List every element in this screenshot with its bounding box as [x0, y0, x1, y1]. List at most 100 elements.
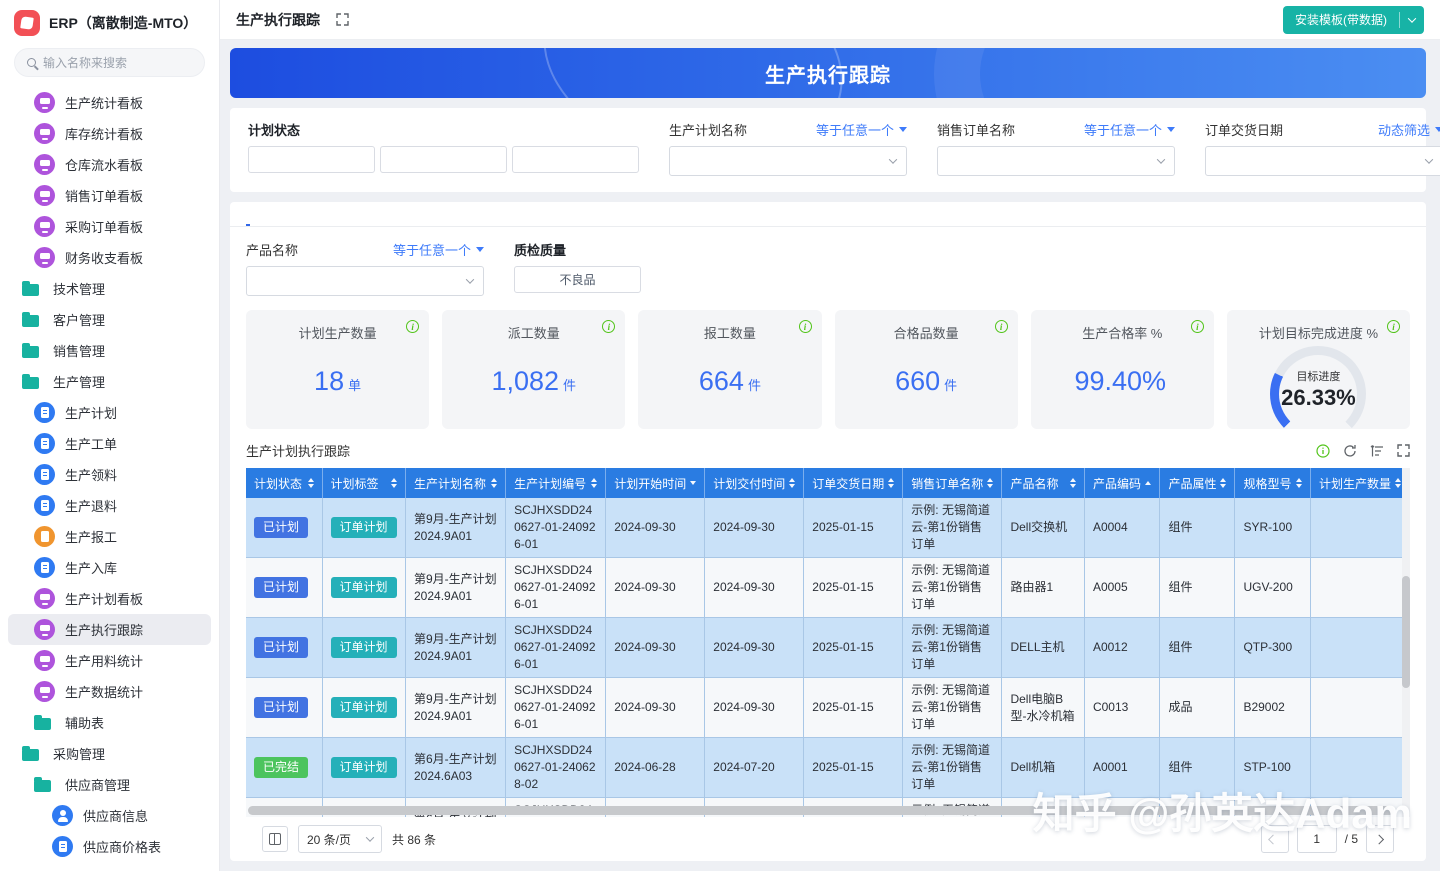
info-icon[interactable]	[1316, 443, 1330, 458]
column-header[interactable]: 计划状态	[246, 468, 323, 498]
table-row[interactable]: 已计划 订单计划 第9月-生产计划 2024.9A01 SCJHXSDD2406…	[246, 677, 1410, 738]
filter-product-name: 产品名称 等于任意一个	[246, 240, 484, 296]
sidebar-item[interactable]: 生产计划看板	[0, 583, 219, 614]
column-header[interactable]: 规格型号	[1234, 468, 1311, 498]
sort-icon[interactable]	[591, 478, 598, 488]
sort-icon[interactable]	[1145, 481, 1152, 485]
product-name-select[interactable]	[246, 266, 484, 296]
page-number-input[interactable]	[1296, 825, 1337, 853]
sidebar-item[interactable]: 生产计划	[0, 397, 219, 428]
column-header[interactable]: 计划生产数量	[1310, 468, 1410, 498]
sidebar-item[interactable]: 生产工单	[0, 428, 219, 459]
sidebar-item[interactable]: 采购订单看板	[0, 211, 219, 242]
column-header[interactable]: 生产计划编号	[505, 468, 607, 498]
column-header[interactable]: 计划标签	[322, 468, 407, 498]
fullscreen-icon[interactable]	[336, 13, 349, 26]
cell-product: Dell交换机	[1001, 498, 1085, 558]
column-header[interactable]: 产品编码	[1084, 468, 1161, 498]
sort-icon[interactable]	[789, 478, 796, 488]
sidebar-search[interactable]: 输入名称来搜索	[14, 48, 205, 77]
cell-start-date: 2024-09-30	[605, 617, 706, 678]
plan-name-select[interactable]	[669, 146, 907, 176]
sort-icon[interactable]	[1220, 478, 1227, 488]
sort-icon[interactable]	[888, 478, 895, 488]
plan-name-operator[interactable]: 等于任意一个	[816, 120, 907, 139]
table-row[interactable]: 已计划 订单计划 第9月-生产计划 2024.9A01 SCJHXSDD2406…	[246, 498, 1410, 558]
column-header[interactable]: 产品属性	[1159, 468, 1236, 498]
tab[interactable]	[280, 202, 284, 226]
cell-due-date: 2024-09-30	[704, 557, 805, 618]
sort-icon[interactable]	[1069, 478, 1076, 488]
column-header[interactable]: 计划开始时间	[605, 468, 706, 498]
sidebar-item[interactable]: 生产执行跟踪	[8, 614, 211, 645]
plan-name-label: 生产计划名称	[669, 122, 748, 138]
info-icon[interactable]	[1190, 320, 1204, 333]
next-page-button[interactable]	[1366, 825, 1394, 853]
column-header[interactable]: 生产计划名称	[405, 468, 507, 498]
sidebar-item[interactable]: 生产管理	[0, 366, 219, 397]
tab[interactable]	[246, 202, 250, 226]
info-icon[interactable]	[994, 320, 1008, 333]
page-size-select[interactable]: 20 条/页	[298, 825, 382, 853]
install-template-button[interactable]: 安装模板(带数据)	[1283, 5, 1424, 34]
column-header[interactable]: 销售订单名称	[902, 468, 1003, 498]
sidebar-item[interactable]: 供应商价格表	[0, 831, 219, 862]
info-icon[interactable]	[1387, 320, 1401, 333]
horizontal-scrollbar[interactable]	[248, 806, 1394, 815]
table-row[interactable]: 已计划 订单计划 第9月-生产计划 2024.9A01 SCJHXSDD2406…	[246, 557, 1410, 618]
sidebar-item[interactable]: 供应商管理	[0, 769, 219, 800]
column-settings-button[interactable]	[262, 826, 288, 852]
info-icon[interactable]	[798, 320, 812, 333]
plan-status-option-button[interactable]	[248, 146, 375, 173]
product-name-operator[interactable]: 等于任意一个	[393, 240, 484, 259]
sidebar-item[interactable]: 采购管理	[0, 738, 219, 769]
sort-icon[interactable]	[987, 478, 994, 488]
sort-settings-icon[interactable]	[1370, 444, 1384, 458]
sort-icon[interactable]	[690, 481, 697, 485]
tab[interactable]	[314, 202, 318, 226]
sidebar-item[interactable]: 生产用料统计	[0, 645, 219, 676]
cell-plan-qty	[1310, 498, 1410, 558]
filter-plan-status: 计划状态	[248, 120, 639, 176]
sort-icon[interactable]	[1295, 478, 1302, 488]
install-template-dropdown[interactable]	[1400, 13, 1424, 23]
sidebar-item[interactable]: 生产报工	[0, 521, 219, 552]
sidebar-item[interactable]: 供应商信息	[0, 800, 219, 831]
sort-icon[interactable]	[391, 478, 397, 488]
quality-option-button[interactable]: 不良品	[514, 266, 641, 293]
column-header[interactable]: 计划交付时间	[704, 468, 805, 498]
refresh-icon[interactable]	[1343, 444, 1357, 458]
sidebar-item[interactable]: 辅助表	[0, 707, 219, 738]
prev-page-button[interactable]	[1260, 825, 1289, 853]
sidebar-item[interactable]: 生产数据统计	[0, 676, 219, 707]
sidebar-item[interactable]: 生产退料	[0, 490, 219, 521]
sidebar-item[interactable]: 生产统计看板	[0, 87, 219, 118]
delivery-date-select[interactable]	[1205, 146, 1440, 176]
column-header[interactable]: 订单交货日期	[803, 468, 904, 498]
plan-status-option-button[interactable]	[380, 146, 507, 173]
sidebar-item[interactable]: 销售订单看板	[0, 180, 219, 211]
column-header[interactable]: 产品名称	[1001, 468, 1085, 498]
sidebar-item[interactable]: 销售管理	[0, 335, 219, 366]
info-icon[interactable]	[406, 320, 420, 333]
sales-order-operator[interactable]: 等于任意一个	[1084, 120, 1175, 139]
sidebar-item[interactable]: 财务收支看板	[0, 242, 219, 273]
sort-icon[interactable]	[1395, 478, 1401, 488]
sidebar-item[interactable]: 库存统计看板	[0, 118, 219, 149]
sales-order-select[interactable]	[937, 146, 1175, 176]
delivery-date-operator[interactable]: 动态筛选	[1378, 120, 1440, 139]
sort-icon[interactable]	[491, 478, 498, 488]
table-row[interactable]: 已完结 订单计划 第6月-生产计划 2024.6A03 SCJHXSDD2406…	[246, 737, 1410, 798]
table-row[interactable]: 已计划 订单计划 第9月-生产计划 2024.9A01 SCJHXSDD2406…	[246, 617, 1410, 678]
sidebar-item[interactable]: 生产领料	[0, 459, 219, 490]
sidebar-item[interactable]: 技术管理	[0, 273, 219, 304]
sidebar-item[interactable]: 客户管理	[0, 304, 219, 335]
sidebar-item[interactable]: 生产入库	[0, 552, 219, 583]
info-icon[interactable]	[602, 320, 616, 333]
expand-icon[interactable]	[1397, 444, 1410, 457]
plan-status-option-button[interactable]	[512, 146, 639, 173]
sidebar-item[interactable]: 仓库流水看板	[0, 149, 219, 180]
vertical-scrollbar[interactable]	[1402, 576, 1410, 688]
sort-icon[interactable]	[307, 478, 314, 488]
cell-plan-code: SCJHXSDD240627-01-240926-01	[505, 498, 607, 558]
